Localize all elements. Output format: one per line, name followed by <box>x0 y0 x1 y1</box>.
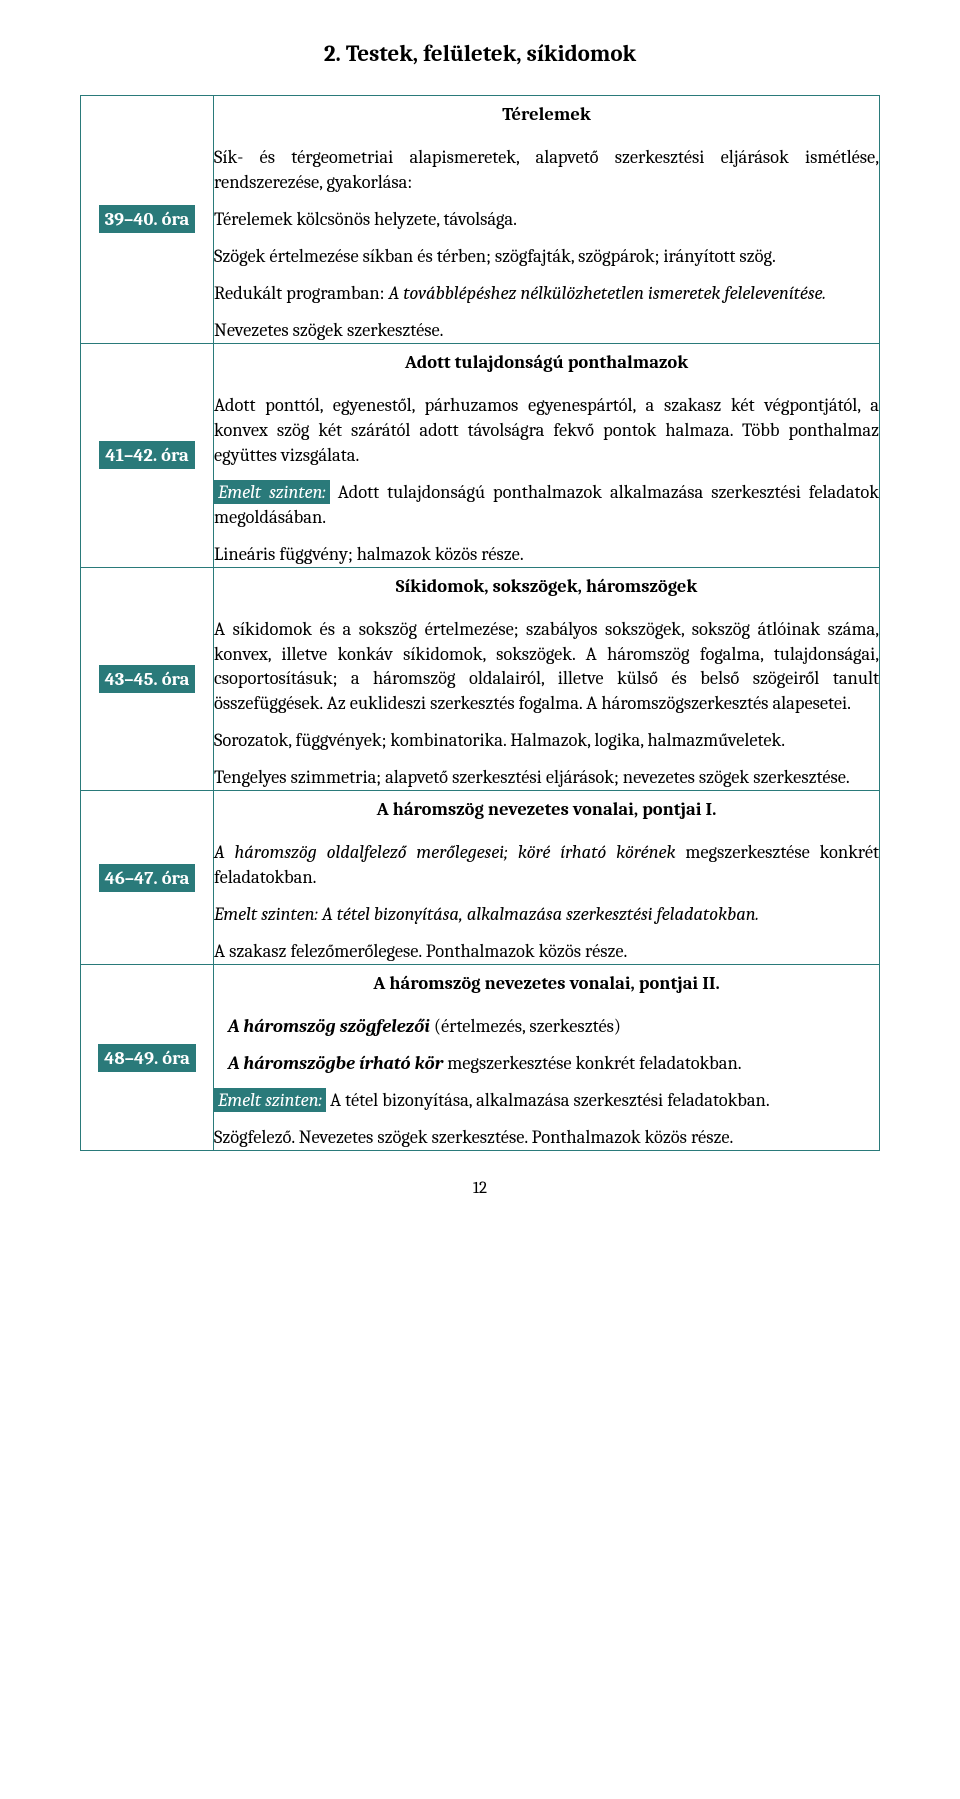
text-run: Nevezetes szögek szerkesztése. <box>214 319 443 341</box>
lesson-badge-cell: 43–45. óra <box>81 567 214 791</box>
text-run: Szögfelező. Nevezetes szögek szerkesztés… <box>214 1126 733 1148</box>
table-row: 48–49. óra A háromszög nevezetes vonalai,… <box>81 965 880 1151</box>
lesson-badge-cell: 48–49. óra <box>81 965 214 1151</box>
text-run: Sík- és térgeometriai alapismeretek, ala… <box>214 146 879 193</box>
text-run: megszerkesztése konkrét feladatokban. <box>443 1052 741 1074</box>
section-heading: A háromszög nevezetes vonalai, pontjai I… <box>214 797 879 822</box>
paragraph: Szögfelező. Nevezetes szögek szerkesztés… <box>214 1125 879 1150</box>
text-run: Szögek értelmezése síkban és térben; szö… <box>214 245 776 267</box>
text-run: A háromszög szögfelezői <box>228 1015 430 1037</box>
paragraph: Emelt szinten: A tétel bizonyítása, alka… <box>214 902 879 927</box>
lesson-content-cell: A háromszög nevezetes vonalai, pontjai I… <box>214 965 880 1151</box>
section-heading: A háromszög nevezetes vonalai, pontjai I… <box>214 971 879 996</box>
lesson-badge: 46–47. óra <box>99 864 196 892</box>
table-row: 39–40. óra Térelemek Sík- és térgeometriai… <box>81 96 880 344</box>
text-run: Sorozatok, függvények; kombinatorika. Ha… <box>214 729 785 751</box>
text-run: A szakasz felezőmerőlegese. Ponthalmazok… <box>214 940 627 962</box>
paragraph: Redukált programban: A továbblépéshez né… <box>214 281 879 306</box>
paragraph: A háromszög oldalfelező merőlegesei; kör… <box>214 840 879 890</box>
text-run: A továbblépéshez nélkülözhetetlen ismere… <box>388 282 826 304</box>
paragraph: Lineáris függvény; halmazok közös része. <box>214 542 879 567</box>
paragraph: A síkidomok és a sokszög értelmezése; sz… <box>214 617 879 717</box>
table-row: 43–45. óra Síkidomok, sokszögek, háromszö… <box>81 567 880 791</box>
lesson-content-cell: Síkidomok, sokszögek, háromszögek A síkid… <box>214 567 880 791</box>
lesson-badge-cell: 39–40. óra <box>81 96 214 344</box>
paragraph: Sorozatok, függvények; kombinatorika. Ha… <box>214 728 879 753</box>
lesson-badge: 48–49. óra <box>98 1044 196 1072</box>
text-run: Lineáris függvény; halmazok közös része. <box>214 543 524 565</box>
lesson-content-cell: Adott tulajdonságú ponthalmazok Adott pon… <box>214 343 880 567</box>
paragraph: Tengelyes szimmetria; alapvető szerkeszt… <box>214 765 879 790</box>
lesson-badge-cell: 46–47. óra <box>81 791 214 965</box>
text-run: Térelemek kölcsönös helyzete, távolsága. <box>214 208 517 230</box>
paragraph: Szögek értelmezése síkban és térben; szö… <box>214 244 879 269</box>
lesson-content-cell: Térelemek Sík- és térgeometriai alapismer… <box>214 96 880 344</box>
text-run: A háromszögbe írható kör <box>228 1052 443 1074</box>
table-row: 46–47. óra A háromszög nevezetes vonalai,… <box>81 791 880 965</box>
paragraph: Emelt szinten: A tétel bizonyítása, alka… <box>214 1088 879 1113</box>
paragraph: Nevezetes szögek szerkesztése. <box>214 318 879 343</box>
paragraph: Adott ponttól, egyenestől, párhuzamos eg… <box>214 393 879 468</box>
text-run: Emelt szinten: <box>214 480 330 504</box>
text-run: Redukált programban: <box>214 282 388 304</box>
lesson-content-cell: A háromszög nevezetes vonalai, pontjai I… <box>214 791 880 965</box>
lesson-table: 39–40. óra Térelemek Sík- és térgeometriai… <box>80 95 880 1151</box>
section-heading: Síkidomok, sokszögek, háromszögek <box>214 574 879 599</box>
text-run: Emelt szinten: A tétel bizonyítása, alka… <box>214 903 759 925</box>
lesson-badge-cell: 41–42. óra <box>81 343 214 567</box>
paragraph: A szakasz felezőmerőlegese. Ponthalmazok… <box>214 939 879 964</box>
text-run: A háromszög oldalfelező merőlegesei; kör… <box>214 841 685 863</box>
section-heading: Térelemek <box>214 102 879 127</box>
text-run: (értelmezés, szerkesztés) <box>430 1015 621 1037</box>
page-number: 12 <box>80 1179 880 1198</box>
lesson-badge: 43–45. óra <box>99 665 196 693</box>
table-row: 41–42. óra Adott tulajdonságú ponthalmazo… <box>81 343 880 567</box>
text-run: A tétel bizonyítása, alkalmazása szerkes… <box>326 1089 770 1111</box>
lesson-badge: 39–40. óra <box>99 205 196 233</box>
paragraph: Sík- és térgeometriai alapismeretek, ala… <box>214 145 879 195</box>
paragraph: Emelt szinten: Adott tulajdonságú pontha… <box>214 480 879 530</box>
lesson-badge: 41–42. óra <box>99 441 195 469</box>
paragraph: Térelemek kölcsönös helyzete, távolsága. <box>214 207 879 232</box>
paragraph: A háromszögbe írható kör megszerkesztése… <box>214 1051 879 1076</box>
text-run: Adott ponttól, egyenestől, párhuzamos eg… <box>214 394 879 466</box>
text-run: A síkidomok és a sokszög értelmezése; sz… <box>214 618 879 715</box>
paragraph: A háromszög szögfelezői (értelmezés, sze… <box>214 1014 879 1039</box>
page-title: 2. Testek, felületek, síkidomok <box>80 40 880 67</box>
text-run: Tengelyes szimmetria; alapvető szerkeszt… <box>214 766 850 788</box>
text-run: Emelt szinten: <box>214 1088 326 1112</box>
section-heading: Adott tulajdonságú ponthalmazok <box>214 350 879 375</box>
